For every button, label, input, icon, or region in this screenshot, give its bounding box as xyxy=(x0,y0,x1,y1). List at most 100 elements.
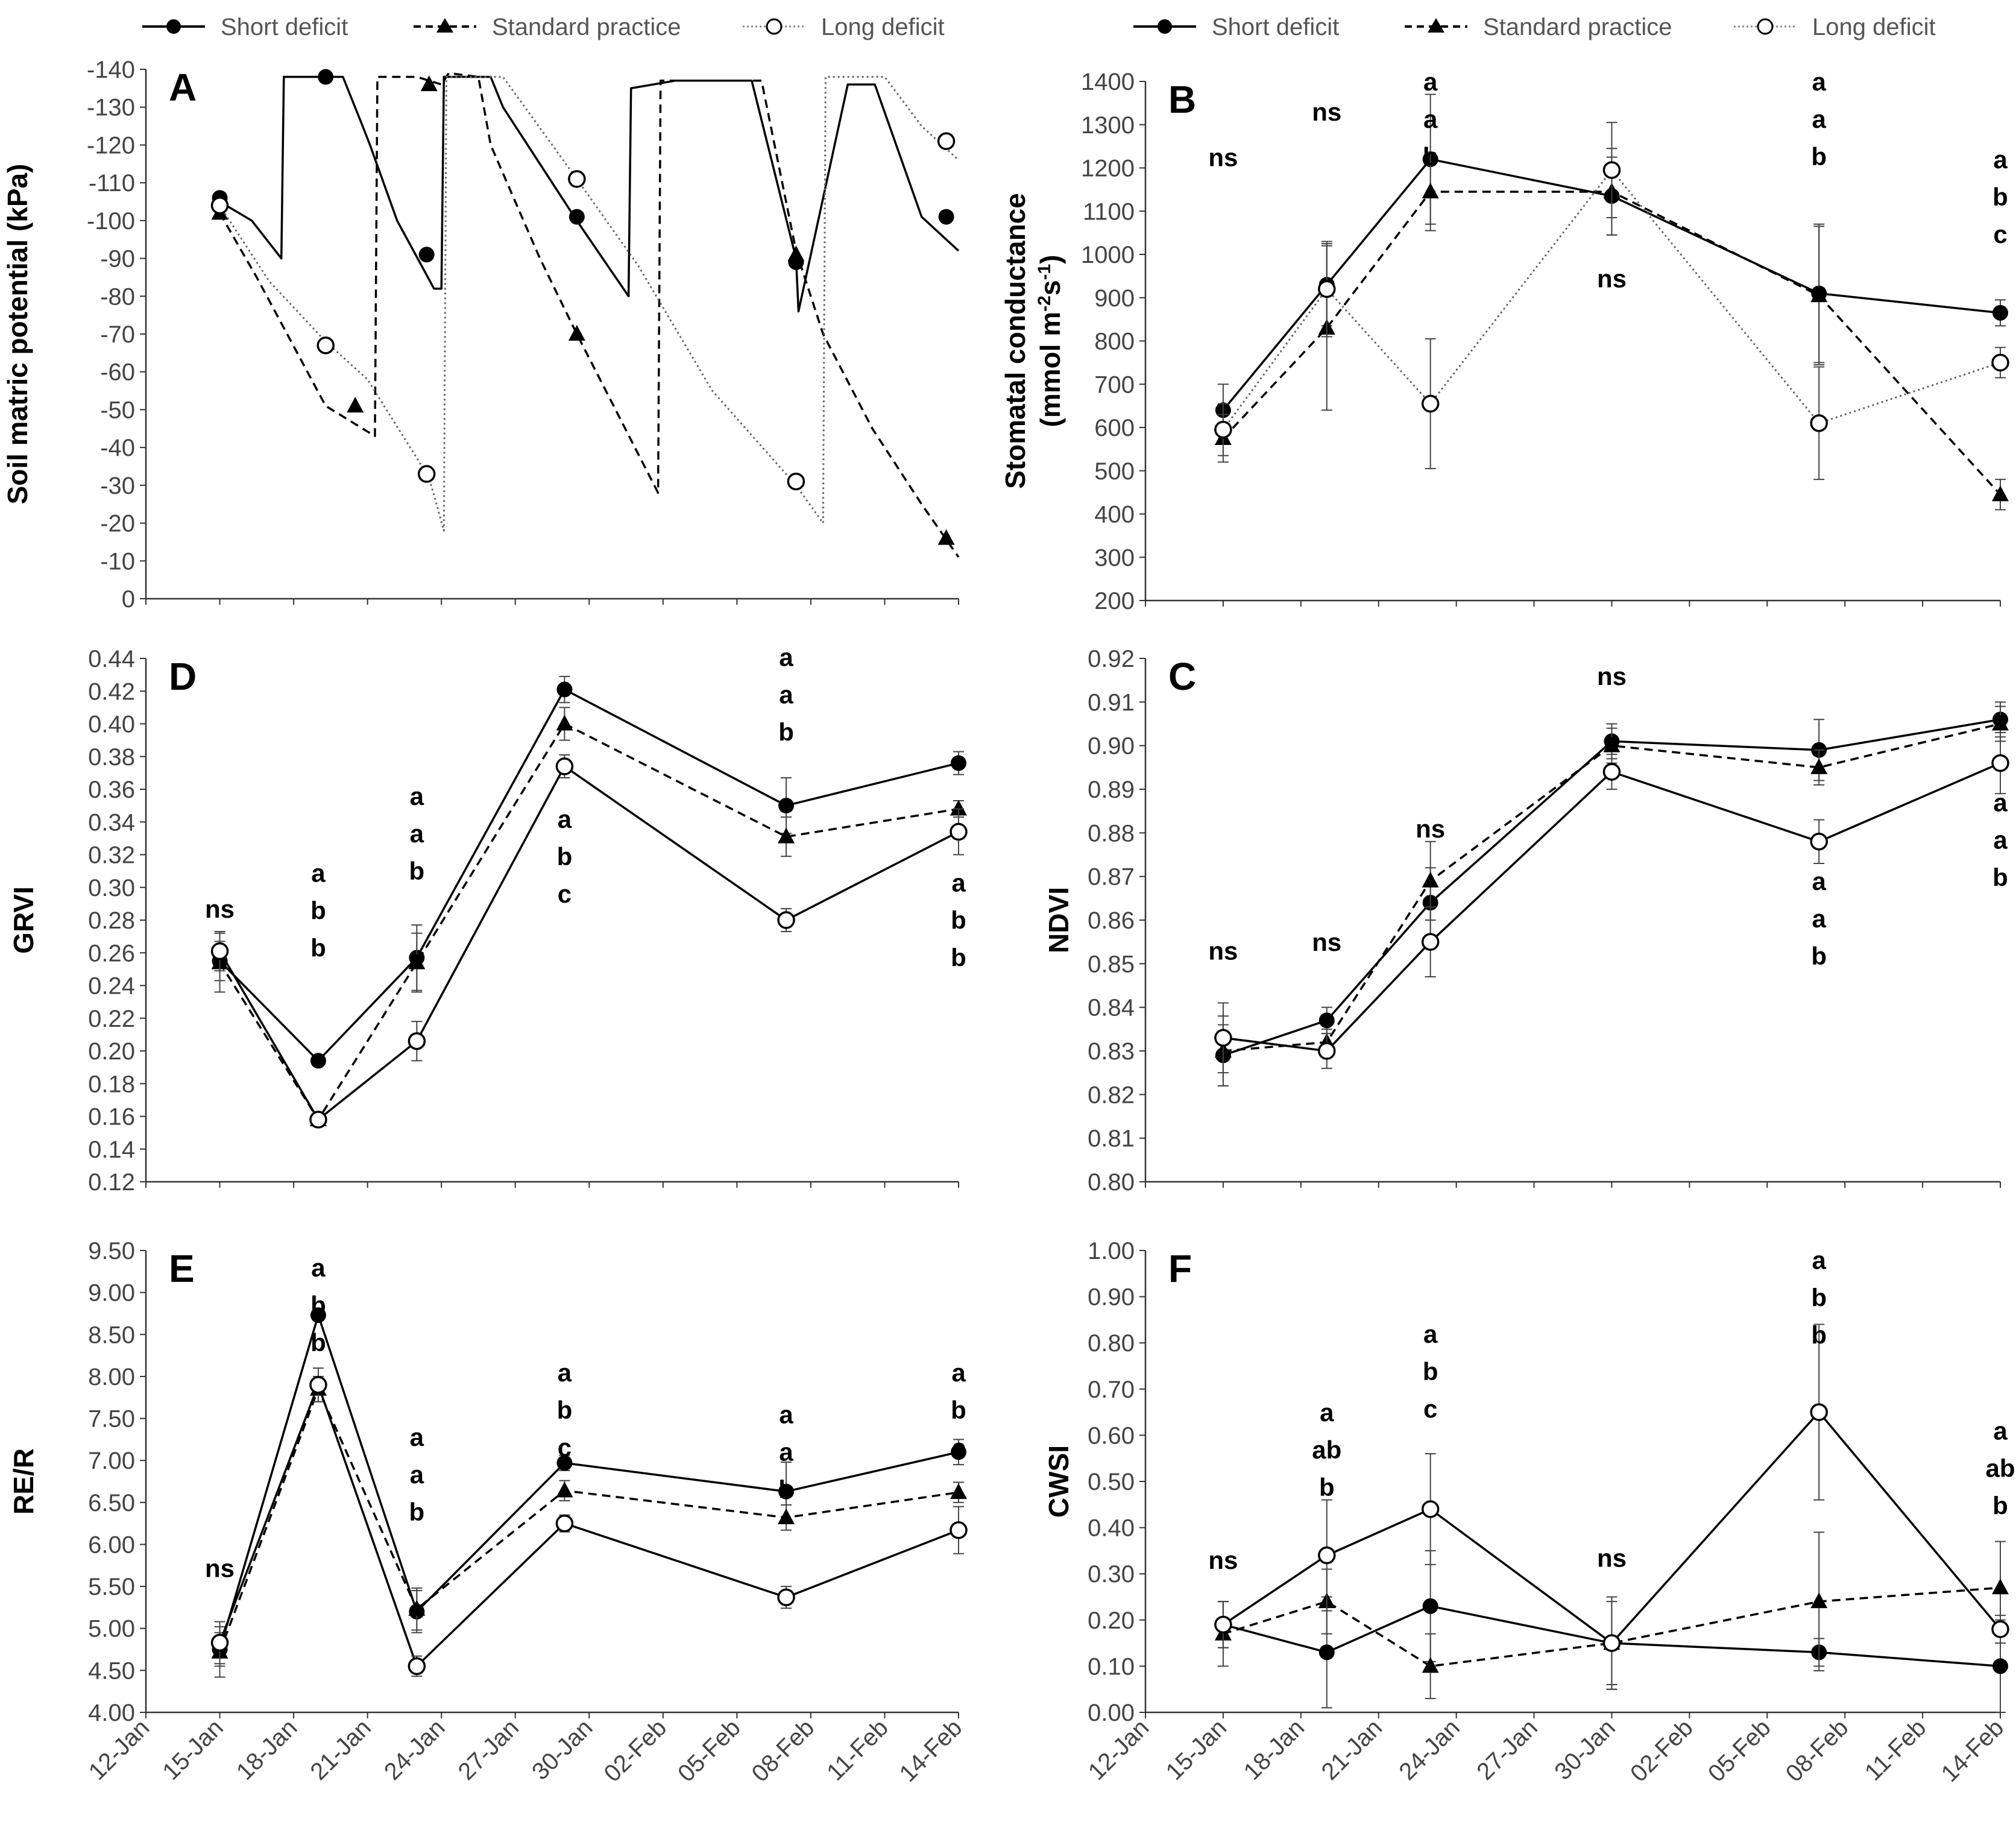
significance-letter-D: b xyxy=(778,718,794,746)
legend-left-long-label: Long deficit xyxy=(821,14,945,40)
significance-label-B: ns xyxy=(1312,98,1341,126)
legend-right-standard-label: Standard practice xyxy=(1483,14,1672,40)
data-point-D-2 xyxy=(210,942,229,960)
panel-letter-E: E xyxy=(169,1247,195,1290)
y-tick-label-C: 0.81 xyxy=(1088,1126,1135,1152)
data-point-C-1 xyxy=(1810,758,1828,774)
significance-label-F: ns xyxy=(1208,1546,1238,1574)
significance-letter-E: a xyxy=(311,1254,326,1282)
y-tick-label-D: 0.40 xyxy=(88,711,135,738)
y-tick-label-C: 0.92 xyxy=(1088,646,1135,672)
data-point-B-1 xyxy=(1992,485,2009,502)
significance-letter-B: a xyxy=(1993,145,2008,174)
data-point-C-2 xyxy=(1214,1029,1232,1047)
significance-letter-E: b xyxy=(951,1396,966,1424)
series-line-B-0 xyxy=(1222,158,2001,411)
y-tick-label-B: 1400 xyxy=(1081,69,1135,95)
y-tick-label-B: 1300 xyxy=(1081,112,1135,139)
significance-letter-F: b xyxy=(1811,1283,1827,1311)
y-tick-label-D: 0.30 xyxy=(88,875,135,901)
y-tick-label-B: 800 xyxy=(1094,329,1135,355)
data-point-D-1 xyxy=(408,953,426,970)
y-axis-title-D: GRVI xyxy=(8,886,39,954)
significance-letter-F: b xyxy=(1319,1473,1335,1501)
y-tick-label-D: 0.20 xyxy=(88,1038,135,1065)
data-point-F-2 xyxy=(1318,1546,1336,1565)
y-tick-label-C: 0.91 xyxy=(1088,689,1135,716)
data-point-D-0 xyxy=(310,1053,326,1069)
significance-letter-D: c xyxy=(558,880,572,908)
data-point-C-2 xyxy=(1602,763,1621,781)
legend-left-short-label: Short deficit xyxy=(221,14,348,40)
panel-letter-B: B xyxy=(1168,78,1196,121)
y-tick-label-C: 0.83 xyxy=(1088,1038,1135,1065)
y-tick-label-B: 300 xyxy=(1094,544,1135,571)
y-tick-label-D: 0.34 xyxy=(88,809,135,836)
panel-letter-A: A xyxy=(169,66,197,109)
significance-letter-E: b xyxy=(310,1291,326,1319)
y-tick-label-A: -120 xyxy=(87,132,135,159)
y-tick-label-C: 0.90 xyxy=(1088,733,1135,760)
significance-label-D: ns xyxy=(205,895,235,923)
significance-letter-D: b xyxy=(951,906,966,935)
y-tick-label-E: 5.00 xyxy=(88,1616,135,1642)
data-point-A-2 xyxy=(568,170,586,188)
y-tick-label-C: 0.84 xyxy=(1088,995,1135,1021)
panel-b: 200 300 400 500 600 700 800 900 1000 1100 1200 1300… xyxy=(1000,68,2009,614)
y-tick-label-D: 0.28 xyxy=(88,907,135,934)
significance-letter-C: b xyxy=(1811,942,1827,970)
legend-right-long-label: Long deficit xyxy=(1812,14,1936,40)
y-tick-label-D: 0.32 xyxy=(88,842,135,869)
y-tick-label-A: -80 xyxy=(100,283,135,310)
y-tick-label-B: 1200 xyxy=(1081,156,1135,182)
data-point-D-2 xyxy=(555,757,574,775)
y-tick-label-A: -70 xyxy=(100,321,135,348)
data-point-E-1 xyxy=(950,1483,967,1500)
significance-letter-E: b xyxy=(778,1475,794,1504)
legend-left-standard: Standard practice xyxy=(414,14,681,40)
data-point-D-2 xyxy=(950,822,968,841)
y-tick-label-B: 900 xyxy=(1094,285,1135,312)
series-line-E-1 xyxy=(218,1388,959,1653)
significance-label-B: ns xyxy=(1597,264,1627,292)
data-point-D-0 xyxy=(951,755,966,771)
series-line-E-0 xyxy=(218,1314,959,1650)
significance-letter-F: a xyxy=(1320,1398,1334,1427)
data-point-B-2 xyxy=(1421,394,1440,413)
data-point-B-2 xyxy=(1991,353,2009,372)
significance-letter-E: b xyxy=(310,1328,326,1357)
legend-left-standard-label: Standard practice xyxy=(492,14,681,40)
series-line-A-1 xyxy=(218,72,960,558)
panel-d: 0.12 0.14 0.16 0.18 0.20 0.22 0.24 0.26 0.28 0.30… xyxy=(8,643,968,1196)
significance-letter-B: a xyxy=(1423,68,1438,96)
series-A-1 xyxy=(211,72,960,558)
data-point-C-1 xyxy=(1992,714,2009,731)
y-tick-label-B: 1000 xyxy=(1081,242,1135,268)
y-tick-label-A: -60 xyxy=(100,359,135,386)
y-tick-label-E: 9.00 xyxy=(88,1280,135,1307)
series-line-C-0 xyxy=(1223,718,2001,1056)
significance-letter-E: a xyxy=(410,1460,424,1489)
data-point-B-1 xyxy=(1422,182,1439,198)
data-point-F-2 xyxy=(1214,1615,1232,1634)
significance-letter-C: a xyxy=(1812,867,1827,895)
data-point-F-0 xyxy=(1992,1658,2008,1674)
significance-letter-D: a xyxy=(779,680,793,708)
panel-letter-D: D xyxy=(169,655,197,698)
data-point-F-2 xyxy=(1602,1634,1621,1652)
data-point-E-2 xyxy=(210,1633,229,1652)
data-point-F-2 xyxy=(1421,1500,1440,1518)
data-point-C-2 xyxy=(1810,833,1828,851)
series-E-2 xyxy=(210,1367,968,1677)
y-tick-label-E: 4.00 xyxy=(88,1700,135,1726)
y-tick-label-F: 0.70 xyxy=(1088,1377,1135,1403)
significance-letter-E: a xyxy=(558,1358,572,1387)
significance-letter-D: a xyxy=(558,805,572,833)
data-point-E-2 xyxy=(777,1588,795,1606)
data-point-F-1 xyxy=(1422,1657,1439,1673)
y-tick-label-C: 0.87 xyxy=(1088,864,1135,891)
significance-label-C: ns xyxy=(1597,662,1627,690)
y-tick-label-F: 0.10 xyxy=(1088,1653,1135,1680)
y-tick-label-A: -140 xyxy=(87,57,135,83)
significance-letter-C: a xyxy=(1812,904,1827,933)
